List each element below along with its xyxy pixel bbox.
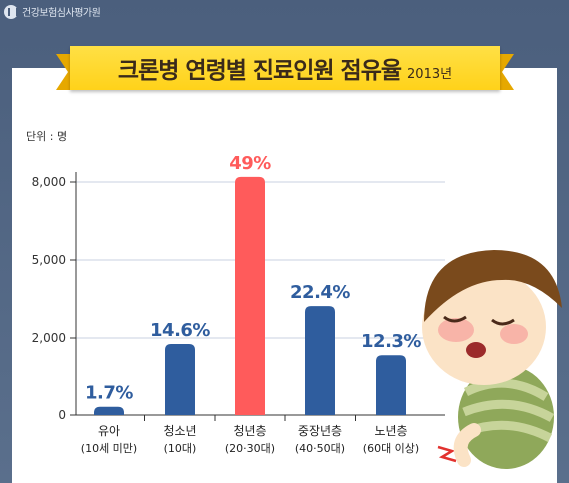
bar-value-label: 22.4% bbox=[290, 282, 350, 303]
category-sublabel: (10세 미만) bbox=[81, 442, 137, 455]
bar bbox=[165, 344, 195, 415]
bar-value-label: 1.7% bbox=[85, 383, 133, 404]
category-sublabel: (40·50대) bbox=[295, 442, 345, 455]
bar bbox=[235, 176, 265, 415]
y-tick-label: 2,000 bbox=[32, 331, 66, 345]
category-label: 청년층 bbox=[233, 424, 266, 438]
bar-value-label: 14.6% bbox=[150, 320, 210, 341]
bar-value-label: 12.3% bbox=[361, 331, 421, 352]
category-label: 노년층 bbox=[374, 424, 407, 438]
bar bbox=[376, 355, 406, 415]
chart-title: 크론병 연령별 진료인원 점유율 bbox=[117, 58, 402, 84]
chart-year: 2013년 bbox=[407, 66, 453, 82]
bar-value-label: 49% bbox=[229, 153, 271, 174]
unit-label: 단위 : 명 bbox=[26, 130, 68, 143]
title-ribbon: 크론병 연령별 진료인원 점유율 2013년 bbox=[56, 42, 514, 96]
sick-character-illustration bbox=[422, 250, 562, 469]
org-logo-icon bbox=[4, 4, 18, 19]
bar bbox=[94, 406, 124, 415]
y-tick-label: 8,000 bbox=[32, 175, 66, 189]
org-name: 건강보험심사평가원 bbox=[22, 8, 101, 19]
bar bbox=[305, 306, 335, 415]
y-tick-label: 0 bbox=[58, 408, 66, 422]
category-sublabel: (10대) bbox=[164, 442, 197, 455]
category-label: 중장년층 bbox=[298, 424, 342, 438]
category-sublabel: (60대 이상) bbox=[363, 442, 419, 455]
ribbon-banner: 크론병 연령별 진료인원 점유율 2013년 bbox=[70, 46, 500, 90]
category-label: 청소년 bbox=[163, 424, 196, 438]
category-label: 유아 bbox=[98, 424, 120, 438]
org-logo: 건강보험심사평가원 bbox=[4, 4, 101, 19]
y-tick-label: 5,000 bbox=[32, 253, 66, 267]
category-sublabel: (20·30대) bbox=[225, 442, 275, 455]
